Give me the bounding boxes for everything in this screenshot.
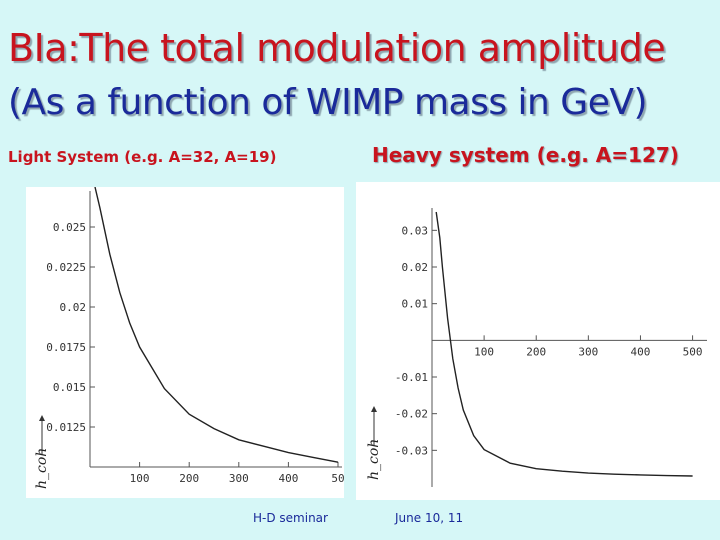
light-system-chart: 0.0125 0.015 0.0175 0.02 0.0225 0.025 100 200 30…: [34, 186, 345, 489]
x-tick-label: 500: [683, 345, 703, 358]
footer-seminar: H-D seminar: [253, 511, 328, 525]
y-tick-label: 0.02: [402, 261, 429, 274]
y-tick-label: -0.02: [395, 408, 428, 421]
x-tick-label: 400: [278, 472, 298, 485]
light-system-chart-panel: 0.0125 0.015 0.0175 0.02 0.0225 0.025 100 200 30…: [26, 186, 345, 498]
y-tick-label: 0.03: [402, 224, 429, 237]
y-axis-label-group: h_coh: [34, 415, 50, 489]
x-tick-label: 100: [474, 345, 494, 358]
y-tick-label: 0.0175: [46, 341, 86, 354]
slide-title: BIa:The total modulation amplitude: [8, 26, 666, 70]
x-tick-label: 300: [229, 472, 249, 485]
x-tick-label: 200: [179, 472, 199, 485]
series-line-heavy: [435, 211, 693, 477]
y-axis-arrowhead: [39, 415, 45, 421]
footer-date: June 10, 11: [395, 511, 464, 525]
heavy-system-caption: Heavy system (e.g. A=127): [372, 143, 679, 167]
y-axis-arrowhead: [371, 406, 377, 412]
x-tick-label: 400: [631, 345, 651, 358]
x-tick-label: 50: [331, 472, 344, 485]
y-tick-label: 0.02: [60, 301, 87, 314]
y-axis-label: h_coh: [366, 439, 382, 480]
y-tick-label: -0.03: [395, 444, 428, 457]
heavy-system-chart: -0.03 -0.02 -0.01 0.01 0.02 0.03 100 200 300 400 5…: [366, 208, 707, 487]
y-tick-label: 0.01: [402, 298, 429, 311]
heavy-system-chart-panel: -0.03 -0.02 -0.01 0.01 0.02 0.03 100 200 300 400 5…: [356, 182, 720, 500]
x-tick-label: 300: [578, 345, 598, 358]
series-line-light: [94, 186, 339, 463]
y-axis-label-group: h_coh: [366, 406, 382, 480]
slide-subtitle: (As a function of WIMP mass in GeV): [8, 82, 648, 123]
x-tick-label: 100: [130, 472, 150, 485]
y-tick-label: 0.015: [53, 381, 86, 394]
y-tick-label: 0.025: [53, 221, 86, 234]
y-axis-label: h_coh: [34, 448, 50, 489]
y-tick-label: -0.01: [395, 371, 428, 384]
y-tick-label: 0.0125: [46, 421, 86, 434]
x-tick-label: 200: [526, 345, 546, 358]
y-tick-label: 0.0225: [46, 261, 86, 274]
light-system-caption: Light System (e.g. A=32, A=19): [8, 148, 277, 166]
